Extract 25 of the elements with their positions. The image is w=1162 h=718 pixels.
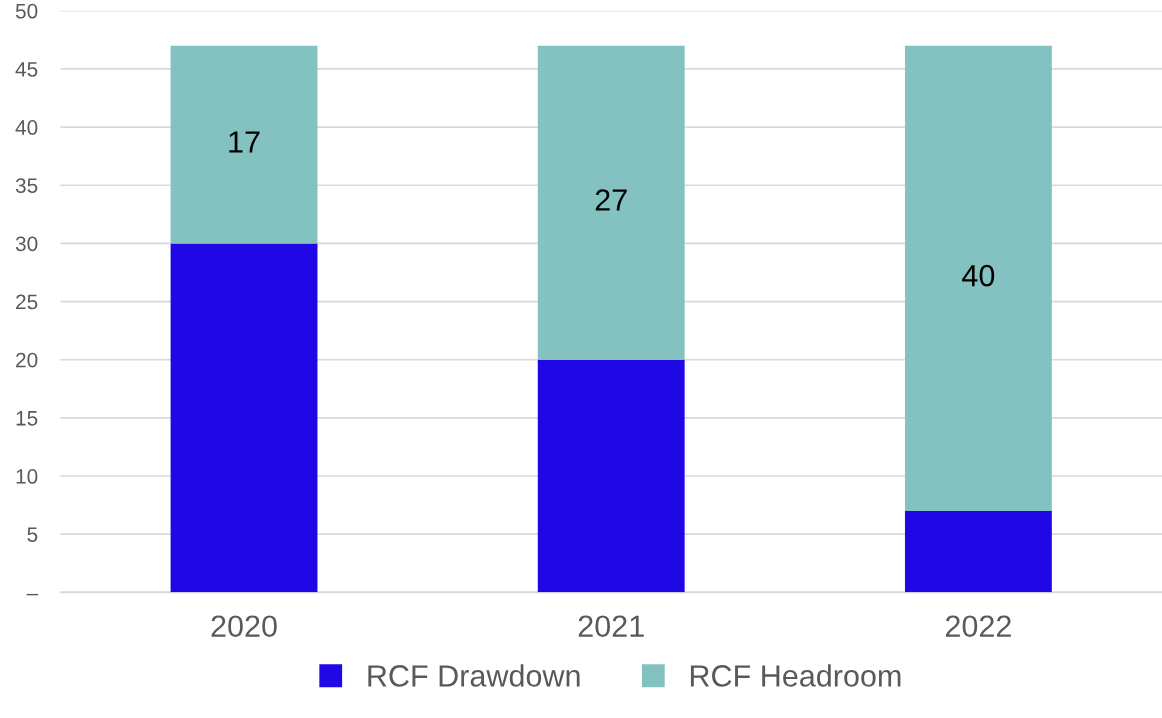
legend-label: RCF Drawdown xyxy=(368,664,580,687)
y-tick-label: 50 xyxy=(15,3,38,19)
x-tick-label: 2020 xyxy=(211,615,277,638)
bar xyxy=(170,243,318,593)
y-tick-label: 10 xyxy=(16,469,38,484)
y-tick-label: 20 xyxy=(16,352,38,368)
data-label: 17 xyxy=(229,131,260,153)
bar xyxy=(904,45,1052,511)
y-tick-label: – xyxy=(26,593,39,596)
bar xyxy=(537,45,685,360)
data-label: 27 xyxy=(595,189,627,211)
y-tick-label: 45 xyxy=(15,62,38,77)
y-tick-label: 35 xyxy=(15,178,38,193)
bar xyxy=(537,359,685,593)
legend-label: RCF Headroom xyxy=(690,664,901,687)
y-tick-label: 25 xyxy=(16,294,38,310)
y-tick-label: 5 xyxy=(27,527,38,542)
y-tick-label: 15 xyxy=(16,411,38,426)
y-tick-label: 30 xyxy=(15,236,38,252)
data-label: 40 xyxy=(962,264,995,287)
y-tick-label: 40 xyxy=(15,120,38,135)
x-tick-label: 2022 xyxy=(945,615,1011,638)
bar xyxy=(904,510,1052,593)
bar xyxy=(170,45,318,244)
x-tick-label: 2021 xyxy=(578,615,644,638)
